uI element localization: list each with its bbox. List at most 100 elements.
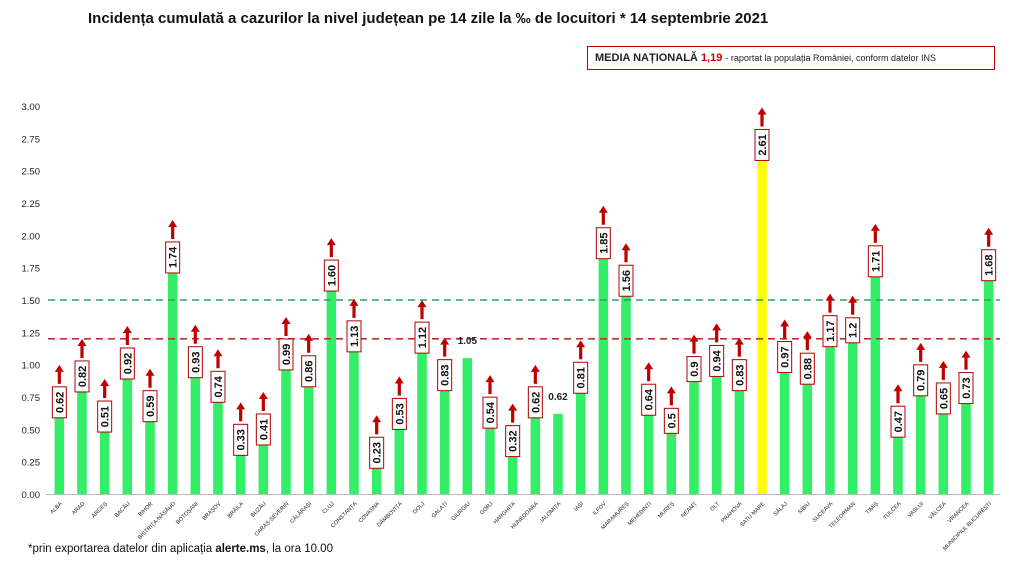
- category-label: GORJ: [479, 501, 494, 516]
- increase-arrow-icon: [598, 205, 608, 225]
- value-label-box: [799, 352, 815, 385]
- category-label: ARGEȘ: [91, 501, 109, 519]
- value-label: 1.56: [621, 270, 633, 291]
- value-label-box: [867, 245, 883, 278]
- value-label-box: [369, 436, 385, 469]
- category-label: ILFOV: [592, 501, 608, 517]
- category-label: PRAHOVA: [720, 501, 743, 524]
- value-label: 1.60: [326, 265, 338, 286]
- category-label: TIMIȘ: [865, 501, 880, 516]
- category-label: CĂLĂRAȘI: [289, 500, 314, 525]
- value-label: 0.32: [508, 430, 520, 451]
- bar: [598, 254, 609, 494]
- increase-arrow-icon: [870, 223, 880, 243]
- category-label: MUREȘ: [657, 501, 676, 520]
- bar: [757, 156, 767, 494]
- bar: [734, 386, 745, 494]
- increase-arrow-icon: [168, 219, 178, 239]
- value-label: 0.62: [530, 392, 542, 413]
- increase-arrow-icon: [734, 337, 744, 357]
- category-label: VÂLCEA: [927, 500, 948, 521]
- increase-arrow-icon: [576, 340, 586, 360]
- category-label: VRANCEA: [947, 501, 971, 525]
- value-label: 1.2: [848, 323, 860, 338]
- chart-title: Incidența cumulată a cazurilor la nivel …: [88, 10, 768, 27]
- category-label: BIHOR: [138, 501, 155, 518]
- value-label: 0.88: [802, 358, 814, 379]
- category-label: ARAD: [71, 501, 86, 516]
- y-tick-label: 1.75: [22, 264, 41, 275]
- bar: [666, 429, 677, 494]
- value-label: 1.17: [825, 320, 837, 341]
- bar: [281, 365, 291, 494]
- value-label: 0.65: [938, 388, 950, 409]
- value-label-box: [935, 382, 951, 415]
- value-label: 2.61: [757, 134, 769, 155]
- increase-arrow-icon: [508, 403, 518, 423]
- category-label: CLUJ: [322, 501, 336, 515]
- value-label: 0.62: [548, 392, 568, 403]
- bar: [870, 272, 881, 494]
- increase-arrow-icon: [530, 364, 540, 384]
- y-tick-label: 2.25: [22, 199, 41, 210]
- value-label: 0.33: [236, 429, 248, 450]
- y-tick-label: 1.50: [22, 296, 41, 307]
- value-label-box: [165, 241, 181, 274]
- increase-arrow-icon: [984, 227, 994, 247]
- category-label: NEAMȚ: [680, 501, 698, 519]
- y-tick-label: 1.00: [22, 361, 41, 372]
- value-label-box: [913, 364, 929, 397]
- increase-arrow-icon: [77, 338, 87, 358]
- increase-arrow-icon: [802, 331, 812, 351]
- bar: [938, 409, 949, 494]
- value-label: 0.86: [304, 361, 316, 382]
- value-label: 1.85: [598, 233, 610, 254]
- bar: [711, 372, 722, 494]
- bar: [417, 349, 427, 494]
- bar: [54, 413, 65, 494]
- value-label: 1.13: [349, 326, 361, 347]
- value-label-box: [278, 338, 294, 371]
- title-date: 14 septembrie 2021: [629, 10, 769, 27]
- value-label-box: [187, 346, 203, 379]
- value-label-box: [958, 372, 974, 405]
- category-label: DOLJ: [412, 501, 426, 515]
- bar: [303, 382, 314, 494]
- bar: [507, 452, 518, 494]
- bar: [893, 433, 903, 494]
- bar: [530, 413, 541, 494]
- value-label: 1.12: [417, 327, 429, 348]
- value-label: 1.71: [870, 251, 882, 272]
- y-tick-label: 0.00: [22, 490, 41, 501]
- value-label: 0.51: [100, 406, 112, 427]
- y-tick-label: 1.25: [22, 328, 41, 339]
- value-label-box: [233, 423, 249, 456]
- increase-arrow-icon: [394, 376, 404, 396]
- category-label: BRAȘOV: [202, 501, 223, 522]
- national-average-box: MEDIA NAȚIONALĂ 1,19 - raportat la popul…: [587, 46, 995, 70]
- value-label-box: [505, 425, 521, 458]
- value-label: 0.9: [689, 361, 701, 376]
- increase-arrow-icon: [372, 415, 382, 435]
- y-tick-label: 2.50: [22, 167, 41, 178]
- category-label: MUNICIPIUL BUCUREȘTI: [942, 501, 993, 552]
- value-label-box: [981, 249, 997, 282]
- value-label: 1.68: [984, 255, 996, 276]
- increase-arrow-icon: [190, 324, 200, 344]
- title-text: Incidența cumulată a cazurilor la nivel …: [88, 10, 626, 27]
- increase-arrow-icon: [825, 293, 835, 313]
- value-label-box: [142, 390, 158, 423]
- bar: [258, 440, 269, 494]
- value-label: 0.74: [213, 375, 225, 397]
- bar: [983, 276, 994, 494]
- bar: [99, 428, 110, 494]
- increase-arrow-icon: [893, 384, 903, 404]
- bar: [439, 386, 450, 494]
- footnote-suffix: , la ora 10.00: [265, 543, 333, 555]
- national-average-label: MEDIA NAȚIONALĂ: [595, 52, 698, 64]
- value-label-box: [709, 344, 725, 377]
- increase-arrow-icon: [961, 350, 971, 370]
- value-label: 0.81: [576, 367, 588, 388]
- value-label: 0.64: [644, 388, 656, 410]
- y-tick-label: 0.25: [22, 458, 41, 469]
